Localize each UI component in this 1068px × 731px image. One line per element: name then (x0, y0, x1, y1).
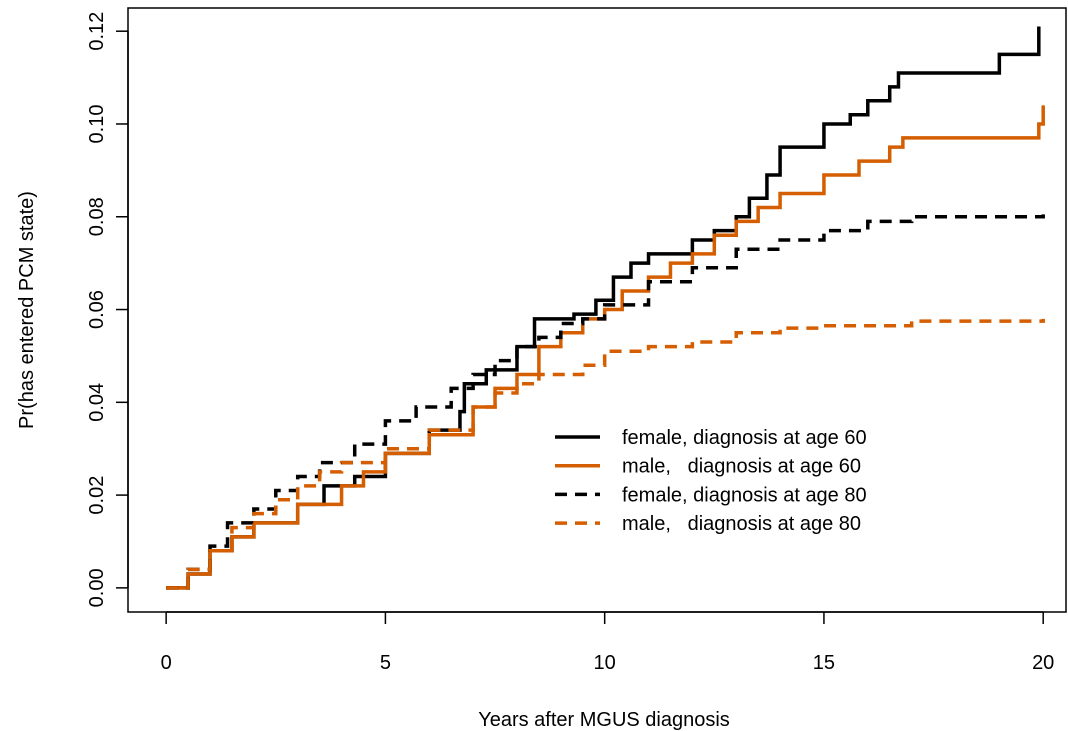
legend-label: male, diagnosis at age 80 (622, 513, 861, 535)
x-tick-label: 5 (380, 652, 391, 674)
x-tick-label: 0 (161, 652, 172, 674)
step-line (166, 105, 1045, 590)
y-tick-label: 0.08 (86, 197, 108, 236)
y-tick-label: 0.12 (86, 12, 108, 51)
legend-label: female, diagnosis at age 60 (622, 427, 867, 449)
y-axis-label: Pr(has entered PCM state) (16, 191, 38, 429)
x-tick-label: 20 (1032, 652, 1054, 674)
legend-label: male, diagnosis at age 60 (622, 456, 861, 478)
y-tick-label: 0.06 (86, 290, 108, 329)
step-line (166, 318, 1045, 590)
y-tick-label: 0.04 (86, 383, 108, 422)
y-tick-label: 0.10 (86, 105, 108, 144)
x-tick-label: 10 (594, 652, 616, 674)
y-tick-label: 0.00 (86, 568, 108, 607)
x-tick-label: 15 (813, 652, 835, 674)
step-line (166, 214, 1045, 590)
y-tick-label: 0.02 (86, 476, 108, 515)
legend-label: female, diagnosis at age 80 (622, 484, 867, 506)
x-axis-label: Years after MGUS diagnosis (478, 709, 730, 731)
